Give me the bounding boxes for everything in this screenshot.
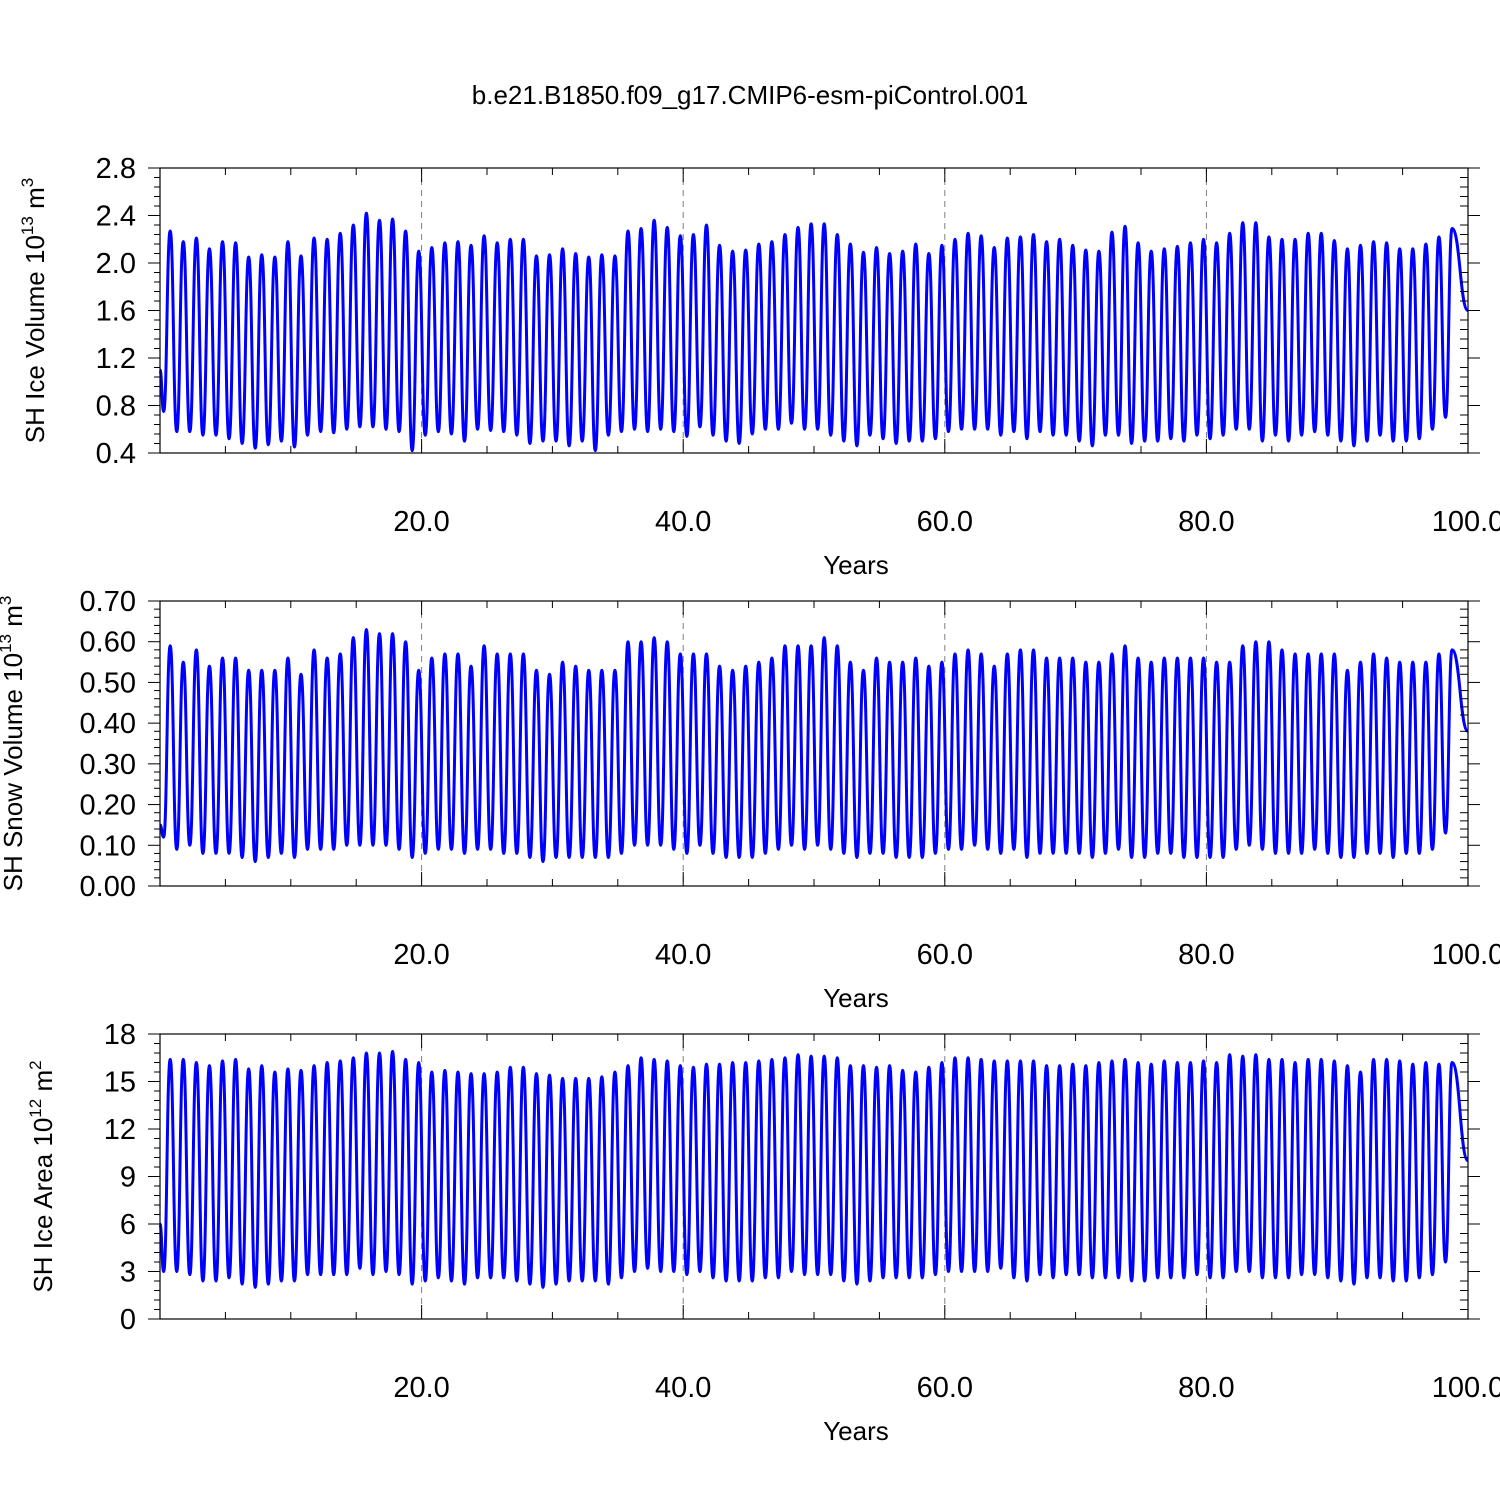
y-tick-label: 6 bbox=[120, 1209, 136, 1241]
series-line-1 bbox=[158, 628, 1470, 864]
y-axis-title: SH Ice Area 1012 m2 bbox=[26, 1060, 58, 1292]
y-tick-label: 1.6 bbox=[96, 296, 136, 328]
panels: 20.0 40.0 60.0 80.0 100.0 Years 0.4 0.8 1.2 1.6 2.… bbox=[0, 153, 1500, 1446]
y-tick-label: 2.8 bbox=[96, 153, 136, 185]
x-tick-label: 40.0 bbox=[655, 939, 711, 971]
y-axis-title: SH Ice Volume 1013 m3 bbox=[18, 178, 50, 443]
y-tick-label: 0.60 bbox=[80, 627, 136, 659]
x-tick-label: 20.0 bbox=[393, 939, 449, 971]
y-tick-label: 0.10 bbox=[80, 830, 136, 862]
y-axis-title-ylabel-unit-exp: 2 bbox=[26, 1060, 45, 1069]
y-tick-label: 18 bbox=[104, 1019, 136, 1051]
x-tick-label: 60.0 bbox=[917, 939, 973, 971]
y-tick-label: 3 bbox=[120, 1257, 136, 1289]
x-tick-label: 100.0 bbox=[1432, 506, 1500, 538]
y-axis-title-ylabel-exp: 13 bbox=[0, 634, 15, 653]
y-tick-label: 0.30 bbox=[80, 749, 136, 781]
y-axis-title-ylabel-exp: 12 bbox=[26, 1099, 45, 1118]
y-axis-title-ylabel: SH Snow Volume 10 bbox=[0, 653, 28, 891]
y-axis-title: SH Snow Volume 1013 m3 bbox=[0, 596, 28, 892]
x-tick-label: 80.0 bbox=[1178, 1372, 1234, 1404]
y-axis-title-ylabel-unit: m bbox=[20, 187, 50, 216]
y-tick-label: 0.8 bbox=[96, 391, 136, 423]
series-line-1 bbox=[158, 211, 1470, 453]
y-tick-label: 0 bbox=[120, 1304, 136, 1336]
y-tick-label: 9 bbox=[120, 1162, 136, 1194]
y-axis-title-ylabel-unit: m bbox=[28, 1070, 58, 1099]
x-tick-label: 100.0 bbox=[1432, 939, 1500, 971]
y-axis-title-ylabel-exp: 13 bbox=[18, 216, 37, 235]
x-tick-label: 80.0 bbox=[1178, 506, 1234, 538]
y-tick-label: 2.4 bbox=[96, 201, 136, 233]
y-tick-label: 15 bbox=[104, 1067, 136, 1099]
y-tick-label: 0.70 bbox=[80, 586, 136, 618]
panel-1: 20.0 40.0 60.0 80.0 100.0 Years 0.4 0.8 1.2 1.6 2.… bbox=[18, 153, 1500, 580]
x-tick-label: 40.0 bbox=[655, 1372, 711, 1404]
x-axis-title: Years bbox=[823, 983, 889, 1013]
x-tick-label: 60.0 bbox=[917, 1372, 973, 1404]
x-tick-label: 80.0 bbox=[1178, 939, 1234, 971]
x-tick-label: 60.0 bbox=[917, 506, 973, 538]
y-tick-label: 0.40 bbox=[80, 708, 136, 740]
x-tick-label: 20.0 bbox=[393, 506, 449, 538]
y-tick-label: 2.0 bbox=[96, 248, 136, 280]
y-axis-title-ylabel-unit: m bbox=[0, 605, 28, 634]
y-tick-label: 1.2 bbox=[96, 343, 136, 375]
x-tick-label: 40.0 bbox=[655, 506, 711, 538]
y-axis-title-ylabel: SH Ice Volume 10 bbox=[20, 235, 50, 443]
series-line-1 bbox=[158, 1049, 1470, 1289]
y-tick-label: 0.4 bbox=[96, 438, 136, 470]
y-tick-label: 0.50 bbox=[80, 667, 136, 699]
y-axis-title-ylabel: SH Ice Area 10 bbox=[28, 1118, 58, 1293]
figure-title: b.e21.B1850.f09_g17.CMIP6-esm-piControl.… bbox=[472, 80, 1028, 110]
x-axis-title: Years bbox=[823, 1416, 889, 1446]
y-axis-title-ylabel-unit-exp: 3 bbox=[0, 596, 15, 605]
y-tick-label: 0.00 bbox=[80, 871, 136, 903]
x-tick-label: 20.0 bbox=[393, 1372, 449, 1404]
y-tick-label: 12 bbox=[104, 1114, 136, 1146]
x-axis-title: Years bbox=[823, 550, 889, 580]
panel-2: 20.0 40.0 60.0 80.0 100.0 Years 0.00 0.10 0.20 0.… bbox=[0, 586, 1500, 1013]
y-tick-label: 0.20 bbox=[80, 790, 136, 822]
y-axis-title-ylabel-unit-exp: 3 bbox=[18, 178, 37, 187]
panel-3: 20.0 40.0 60.0 80.0 100.0 Years 0 3 6 9 12 15 18 SH I… bbox=[26, 1019, 1500, 1446]
x-tick-label: 100.0 bbox=[1432, 1372, 1500, 1404]
